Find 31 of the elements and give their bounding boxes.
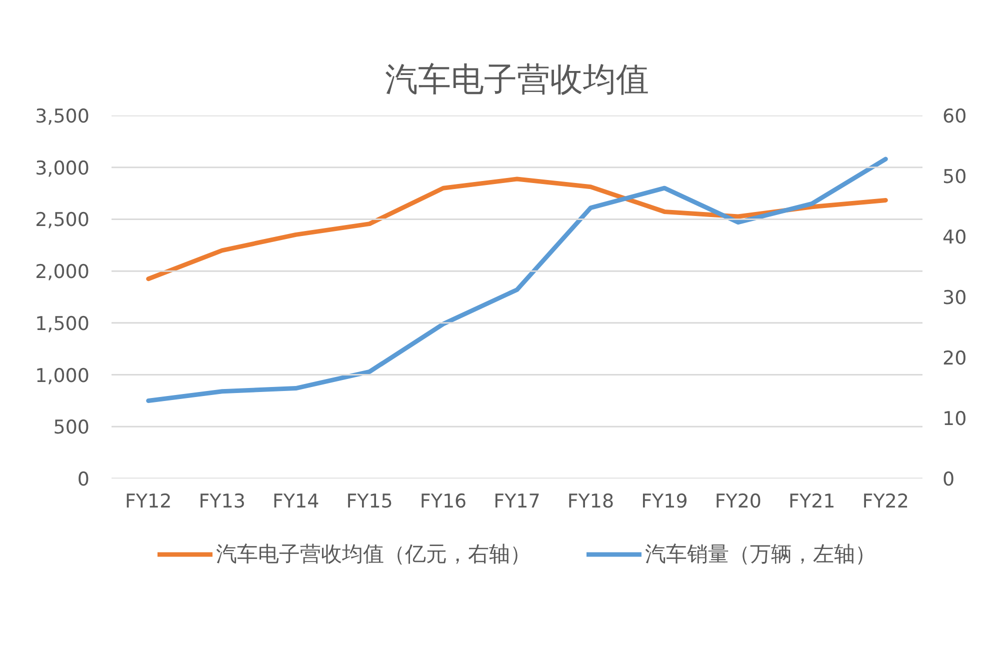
y-tick-label: 1,500 bbox=[35, 312, 90, 335]
legend-label: 汽车电子营收均值（亿元，右轴） bbox=[216, 541, 531, 568]
x-tick-label: FY15 bbox=[346, 490, 393, 512]
y-tick-label: 3,000 bbox=[35, 157, 90, 180]
x-tick-label: FY18 bbox=[567, 490, 614, 512]
x-tick-label: FY14 bbox=[272, 490, 320, 512]
y-tick-label: 2,000 bbox=[35, 261, 90, 284]
y-tick-label: 0 bbox=[77, 468, 90, 490]
chart-title: 汽车电子营收均值 bbox=[385, 60, 649, 98]
x-tick-label: FY17 bbox=[494, 490, 540, 512]
y2-tick-label: 50 bbox=[942, 166, 967, 188]
y-tick-label: 3,500 bbox=[35, 106, 90, 128]
y-tick-label: 1,000 bbox=[35, 364, 90, 387]
x-tick-label: FY16 bbox=[420, 490, 467, 512]
y2-tick-label: 10 bbox=[942, 408, 967, 430]
x-tick-label: FY19 bbox=[641, 490, 688, 512]
line-series bbox=[146, 176, 888, 282]
y2-tick-label: 0 bbox=[942, 468, 955, 490]
legend-label: 汽车销量（万辆，左轴） bbox=[645, 541, 876, 568]
x-tick-label: FY13 bbox=[198, 490, 246, 512]
x-tick-label: FY20 bbox=[714, 490, 762, 512]
x-tick-label: FY12 bbox=[125, 490, 172, 512]
x-tick-label: FY21 bbox=[788, 490, 836, 512]
y2-tick-label: 30 bbox=[942, 287, 967, 309]
y2-tick-label: 40 bbox=[942, 226, 967, 248]
line-series bbox=[146, 156, 888, 403]
y2-tick-label: 20 bbox=[942, 348, 967, 370]
y2-tick-label: 60 bbox=[942, 106, 967, 128]
y-tick-label: 500 bbox=[53, 416, 90, 439]
x-tick-label: FY22 bbox=[862, 490, 909, 512]
y-tick-label: 2,500 bbox=[35, 209, 90, 232]
